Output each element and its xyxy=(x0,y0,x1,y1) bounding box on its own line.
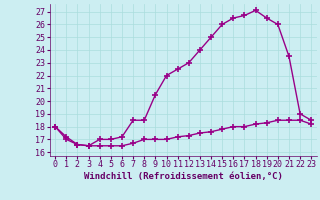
X-axis label: Windchill (Refroidissement éolien,°C): Windchill (Refroidissement éolien,°C) xyxy=(84,172,283,181)
